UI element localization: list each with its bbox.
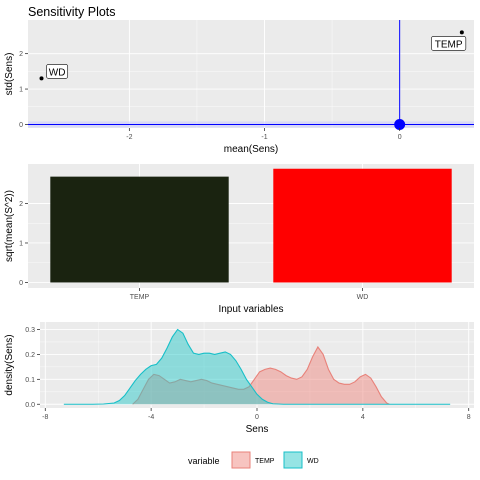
density-panel: 0.0 0.1 0.2 0.3 -8 -4 0 4 8 Sens density(Sens) <box>4 322 474 435</box>
bar-wd <box>273 168 452 283</box>
density-xtick-label: 8 <box>467 414 471 421</box>
scatter-xtick-label: -1 <box>261 134 267 141</box>
scatter-point-wd <box>39 76 44 81</box>
density-xtick-label: -4 <box>148 414 154 421</box>
bar-ytick-label: 1 <box>19 240 23 247</box>
legend: variable TEMP WD <box>188 451 319 469</box>
bar-xtick-label-temp: TEMP <box>130 294 150 301</box>
density-ylabel: density(Sens) <box>4 334 15 395</box>
bar-ytick-label: 2 <box>19 201 23 208</box>
bar-xtick-label-wd: WD <box>357 294 369 301</box>
scatter-xtick-label: -2 <box>126 134 132 141</box>
scatter-label-box-wd <box>46 64 69 79</box>
legend-label-wd: WD <box>307 458 319 465</box>
density-xlabel: Sens <box>246 424 269 435</box>
density-ytick-label: 0.3 <box>25 327 35 334</box>
legend-label-temp: TEMP <box>255 458 275 465</box>
density-xtick-label: 4 <box>361 414 365 421</box>
scatter-label-wd: WD <box>49 67 66 78</box>
density-ytick-label: 0.0 <box>25 402 35 409</box>
scatter-ytick-label: 0 <box>19 122 23 129</box>
bar-temp <box>50 176 229 283</box>
density-line-wd <box>63 328 451 405</box>
density-xtick-label: -8 <box>42 414 48 421</box>
scatter-ylabel: std(Sens) <box>4 53 15 96</box>
scatter-ytick-label: 2 <box>19 51 23 58</box>
legend-key-wd <box>283 451 303 469</box>
bar-panel: TEMP WD 0 1 2 Input variables sqrt(mean(S^2)) <box>4 164 474 315</box>
scatter-background <box>28 20 474 128</box>
scatter-ytick-label: 1 <box>19 87 23 94</box>
scatter-panel: WD TEMP 0 1 2 -2 -1 0 mean(Sens) std(Sens) <box>4 20 474 155</box>
density-ytick-label: 0.2 <box>25 352 35 359</box>
scatter-point-temp <box>459 30 464 35</box>
chart-title: Sensitivity Plots <box>28 5 116 19</box>
density-xtick-label: 0 <box>255 414 259 421</box>
scatter-origin-point <box>394 118 406 130</box>
bar-xlabel: Input variables <box>218 304 283 315</box>
scatter-label-temp: TEMP <box>435 39 463 50</box>
scatter-label-box-temp <box>431 36 467 51</box>
legend-title: variable <box>188 456 220 466</box>
bar-ylabel: sqrt(mean(S^2)) <box>4 190 15 262</box>
density-ytick-label: 0.1 <box>25 377 35 384</box>
legend-key-temp <box>231 451 251 469</box>
density-area-wd <box>63 329 451 405</box>
scatter-xlabel: mean(Sens) <box>224 144 278 155</box>
scatter-xtick-label: 0 <box>398 134 402 141</box>
bar-ytick-label: 0 <box>19 280 23 287</box>
